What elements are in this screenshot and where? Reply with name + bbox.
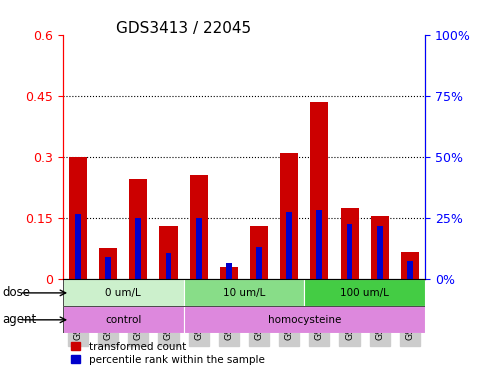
- Bar: [99, 248, 117, 280]
- Bar: [63, 306, 184, 333]
- Bar: [166, 253, 171, 280]
- Text: GDS3413 / 22045: GDS3413 / 22045: [116, 21, 251, 36]
- Text: homocysteine: homocysteine: [268, 315, 341, 325]
- Bar: [341, 208, 358, 280]
- Bar: [135, 218, 141, 280]
- Bar: [316, 210, 322, 280]
- Bar: [184, 306, 425, 333]
- Legend: transformed count, percentile rank within the sample: transformed count, percentile rank withi…: [68, 339, 268, 368]
- Text: control: control: [105, 315, 142, 325]
- Bar: [371, 216, 389, 280]
- Text: 0 um/L: 0 um/L: [105, 288, 141, 298]
- Bar: [129, 179, 147, 280]
- Bar: [69, 157, 87, 280]
- Text: 10 um/L: 10 um/L: [223, 288, 265, 298]
- Bar: [256, 247, 262, 280]
- Bar: [347, 224, 353, 280]
- Bar: [189, 175, 208, 280]
- Text: agent: agent: [2, 313, 37, 326]
- Bar: [280, 153, 298, 280]
- Bar: [286, 212, 292, 280]
- Text: dose: dose: [2, 286, 30, 300]
- Bar: [196, 218, 201, 280]
- Bar: [184, 280, 304, 306]
- Bar: [220, 267, 238, 280]
- Bar: [407, 261, 413, 280]
- Bar: [250, 226, 268, 280]
- Bar: [63, 280, 184, 306]
- Bar: [226, 263, 232, 280]
- Text: 100 um/L: 100 um/L: [340, 288, 389, 298]
- Bar: [75, 214, 81, 280]
- Bar: [159, 227, 178, 280]
- Bar: [377, 227, 383, 280]
- Bar: [105, 257, 111, 280]
- Bar: [401, 252, 419, 280]
- Bar: [311, 102, 328, 280]
- Bar: [304, 280, 425, 306]
